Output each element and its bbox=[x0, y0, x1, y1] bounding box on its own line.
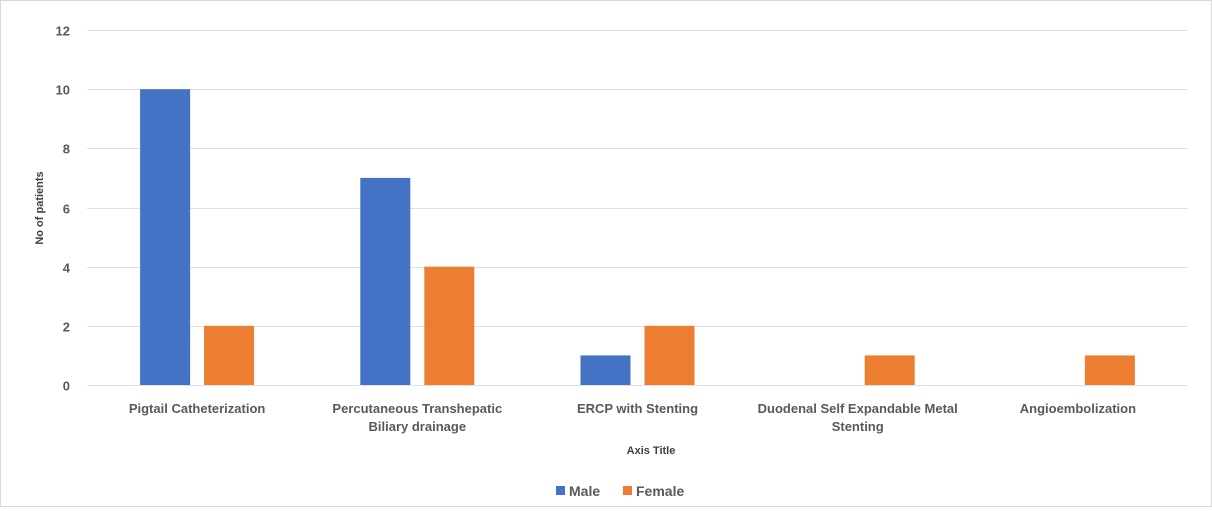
y-tick-label-4: 4 bbox=[63, 261, 71, 276]
bar-male-1 bbox=[360, 177, 411, 385]
bar-female-2 bbox=[644, 325, 695, 385]
legend: Male Female bbox=[556, 483, 684, 499]
x-axis-title: Axis Title bbox=[627, 445, 676, 457]
x-category-label-1: Percutaneous Transhepatic Biliary drainag… bbox=[332, 401, 502, 434]
y-tick-label-10: 10 bbox=[56, 83, 70, 98]
x-category-label-3: Duodenal Self Expandable Metal Stenting bbox=[758, 401, 958, 434]
legend-swatch-male bbox=[556, 486, 565, 495]
bar-male-2 bbox=[580, 355, 631, 385]
legend-swatch-female bbox=[623, 486, 632, 495]
gridlines bbox=[87, 30, 1188, 386]
bar-male-0 bbox=[140, 89, 191, 386]
y-axis-tick-labels: 0 2 4 6 8 10 12 bbox=[56, 24, 71, 394]
bar-female-1 bbox=[424, 266, 475, 385]
y-tick-label-2: 2 bbox=[63, 320, 70, 335]
x-category-label-2: ERCP with Stenting bbox=[577, 401, 698, 416]
y-tick-label-0: 0 bbox=[63, 379, 70, 394]
y-axis-title: No of patients bbox=[34, 171, 46, 244]
bar-female-0 bbox=[204, 325, 255, 385]
y-tick-label-6: 6 bbox=[63, 202, 70, 217]
x-axis-category-labels: Pigtail Catheterization Percutaneous Tran… bbox=[129, 401, 1136, 434]
bar-female-4 bbox=[1084, 355, 1135, 385]
legend-label-male: Male bbox=[569, 483, 600, 499]
y-tick-label-8: 8 bbox=[63, 142, 70, 157]
x-category-label-0: Pigtail Catheterization bbox=[129, 401, 266, 416]
legend-label-female: Female bbox=[636, 483, 684, 499]
x-category-label-4: Angioembolization bbox=[1020, 401, 1136, 416]
y-tick-label-12: 12 bbox=[56, 24, 70, 39]
bar-female-3 bbox=[864, 355, 915, 385]
bars bbox=[140, 89, 1135, 386]
